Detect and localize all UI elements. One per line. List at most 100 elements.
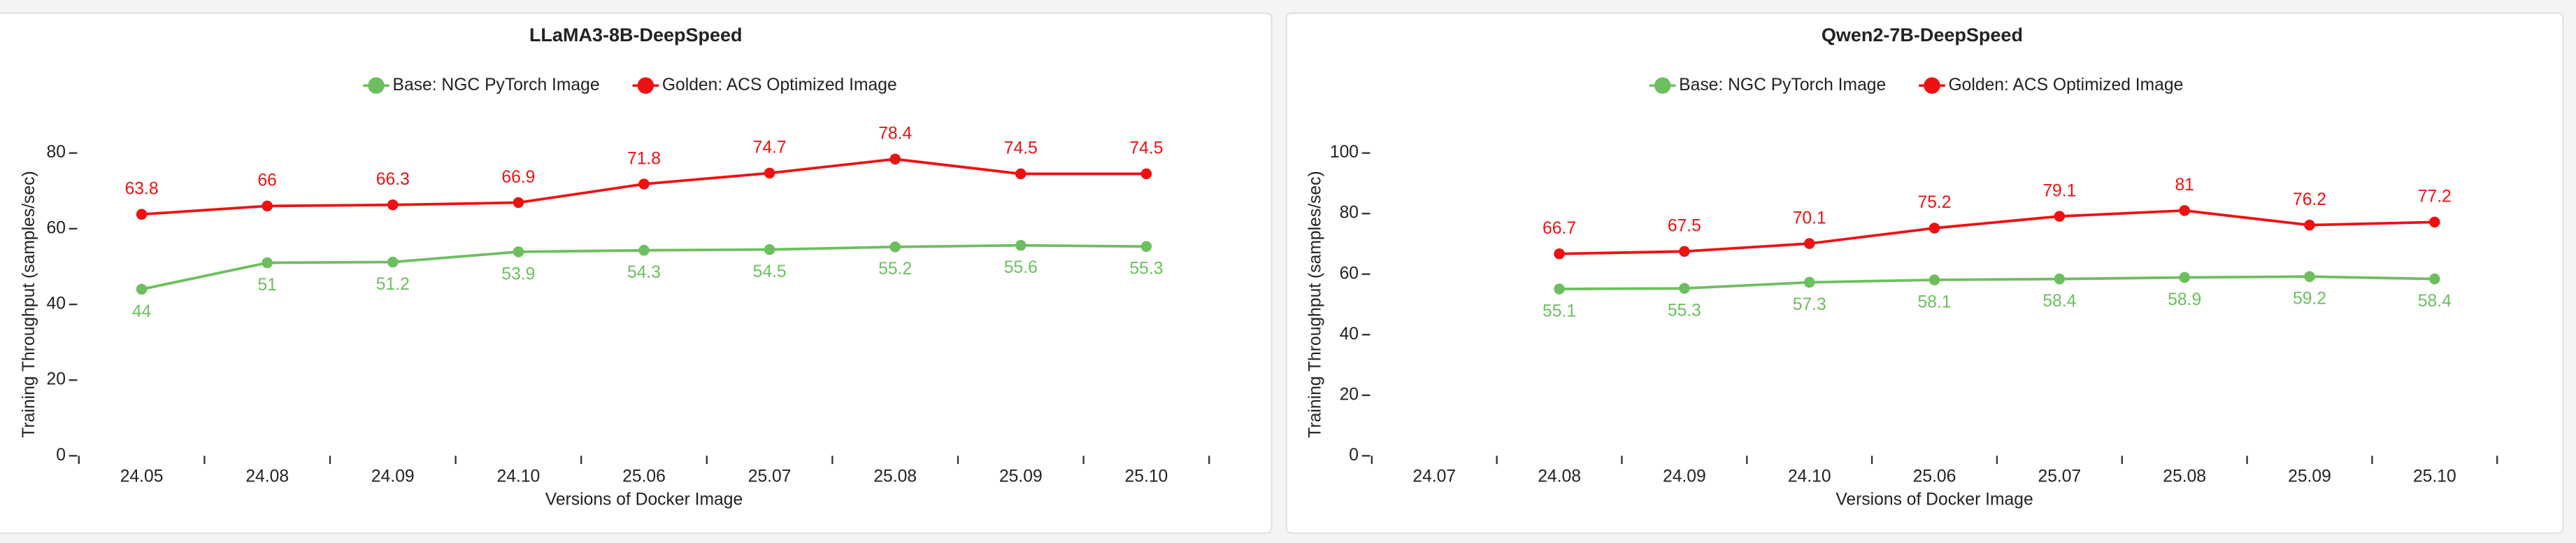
x-tick-label: 24.07 bbox=[1412, 467, 1456, 486]
x-tick-label: 25.08 bbox=[2163, 467, 2206, 486]
chart-title: Qwen2-7B-DeepSpeed bbox=[1822, 24, 2023, 45]
data-label: 58.1 bbox=[1918, 292, 1952, 311]
data-label: 74.5 bbox=[1129, 139, 1163, 158]
data-point bbox=[1679, 283, 1690, 294]
legend-icon bbox=[368, 77, 385, 94]
x-tick-label: 25.08 bbox=[873, 467, 917, 486]
data-point bbox=[1929, 274, 1940, 285]
data-label: 67.5 bbox=[1668, 217, 1701, 236]
data-label: 74.7 bbox=[753, 139, 787, 157]
legend-label: Golden: ACS Optimized Image bbox=[662, 76, 897, 94]
data-label: 55.2 bbox=[878, 260, 912, 278]
data-label: 78.4 bbox=[878, 125, 912, 143]
data-label: 55.1 bbox=[1543, 302, 1576, 320]
panel bbox=[1285, 12, 2564, 535]
x-tick-label: 25.06 bbox=[1913, 467, 1956, 486]
data-point bbox=[387, 199, 399, 211]
y-tick-label: 80 bbox=[47, 143, 66, 162]
data-point bbox=[889, 241, 901, 253]
y-tick-label: 40 bbox=[1340, 325, 1359, 344]
legend-icon bbox=[1654, 77, 1671, 94]
data-label: 70.1 bbox=[1793, 209, 1826, 227]
data-point bbox=[764, 244, 775, 255]
data-point bbox=[262, 200, 273, 212]
data-point bbox=[387, 256, 399, 268]
data-label: 66.9 bbox=[501, 168, 535, 187]
data-label: 54.5 bbox=[753, 262, 787, 281]
x-tick-label: 24.10 bbox=[497, 467, 541, 486]
legend-label: Golden: ACS Optimized Image bbox=[1948, 76, 2183, 94]
data-label: 66.3 bbox=[376, 170, 410, 189]
data-point bbox=[2429, 273, 2440, 285]
data-point bbox=[889, 153, 901, 165]
data-point bbox=[513, 246, 524, 258]
data-point bbox=[1015, 239, 1026, 251]
y-tick-label: 100 bbox=[1330, 143, 1359, 162]
x-tick-label: 25.09 bbox=[999, 467, 1043, 486]
data-label: 58.4 bbox=[2042, 292, 2076, 311]
data-point bbox=[1803, 238, 1815, 249]
data-point bbox=[2179, 272, 2190, 283]
data-label: 55.3 bbox=[1129, 260, 1163, 278]
data-label: 76.2 bbox=[2293, 190, 2326, 209]
data-label: 44 bbox=[132, 302, 151, 321]
data-label: 51 bbox=[257, 276, 276, 295]
data-label: 79.1 bbox=[2042, 181, 2076, 200]
x-tick-label: 24.10 bbox=[1788, 467, 1831, 486]
data-label: 63.8 bbox=[125, 180, 159, 199]
data-point bbox=[2429, 216, 2440, 228]
data-label: 74.5 bbox=[1004, 139, 1038, 158]
x-tick-label: 25.06 bbox=[622, 467, 666, 486]
x-tick-label: 24.08 bbox=[1538, 467, 1581, 486]
data-label: 66 bbox=[257, 171, 276, 190]
data-point bbox=[764, 167, 775, 179]
data-point bbox=[2304, 271, 2315, 282]
data-point bbox=[2304, 219, 2315, 231]
data-point bbox=[638, 244, 650, 256]
y-tick-label: 0 bbox=[56, 446, 66, 465]
legend-label: Base: NGC PyTorch Image bbox=[393, 76, 600, 94]
data-label: 51.2 bbox=[376, 275, 410, 294]
data-label: 54.3 bbox=[627, 263, 661, 282]
x-axis-title: Versions of Docker Image bbox=[545, 490, 743, 509]
legend-icon bbox=[1924, 77, 1940, 94]
x-tick-label: 24.08 bbox=[245, 467, 289, 486]
y-axis-title: Training Throughput (samples/sec) bbox=[20, 171, 38, 437]
data-point bbox=[136, 209, 148, 220]
y-tick-label: 0 bbox=[1349, 446, 1359, 465]
data-label: 66.7 bbox=[1543, 219, 1576, 238]
x-tick-label: 24.05 bbox=[120, 467, 164, 486]
x-tick-label: 25.07 bbox=[2038, 467, 2081, 486]
x-tick-label: 25.10 bbox=[1125, 467, 1168, 486]
legend-icon bbox=[637, 77, 654, 94]
data-point bbox=[1140, 241, 1152, 253]
series-line bbox=[1559, 209, 2435, 255]
data-point bbox=[638, 178, 650, 190]
y-tick-label: 40 bbox=[47, 295, 66, 313]
data-label: 75.2 bbox=[1918, 193, 1952, 212]
data-point bbox=[2054, 211, 2066, 222]
x-tick-label: 25.07 bbox=[748, 467, 792, 486]
data-point bbox=[136, 283, 148, 295]
data-label: 55.3 bbox=[1668, 302, 1701, 320]
data-label: 71.8 bbox=[627, 149, 661, 168]
y-tick-label: 20 bbox=[47, 370, 66, 389]
data-label: 81 bbox=[2175, 176, 2194, 195]
data-point bbox=[1929, 223, 1940, 234]
data-label: 77.2 bbox=[2418, 188, 2452, 206]
data-label: 58.4 bbox=[2418, 292, 2452, 311]
data-point bbox=[1803, 276, 1815, 288]
x-axis-title: Versions of Docker Image bbox=[1836, 490, 2033, 509]
data-label: 55.6 bbox=[1004, 258, 1038, 277]
series-line bbox=[1559, 275, 2435, 290]
data-point bbox=[513, 197, 524, 209]
data-label: 58.9 bbox=[2168, 290, 2201, 309]
data-point bbox=[2179, 205, 2190, 216]
y-tick-label: 60 bbox=[1340, 264, 1359, 283]
y-tick-label: 80 bbox=[1340, 204, 1359, 223]
data-point bbox=[262, 257, 273, 269]
data-point bbox=[1679, 246, 1690, 258]
x-tick-label: 25.10 bbox=[2413, 467, 2456, 486]
